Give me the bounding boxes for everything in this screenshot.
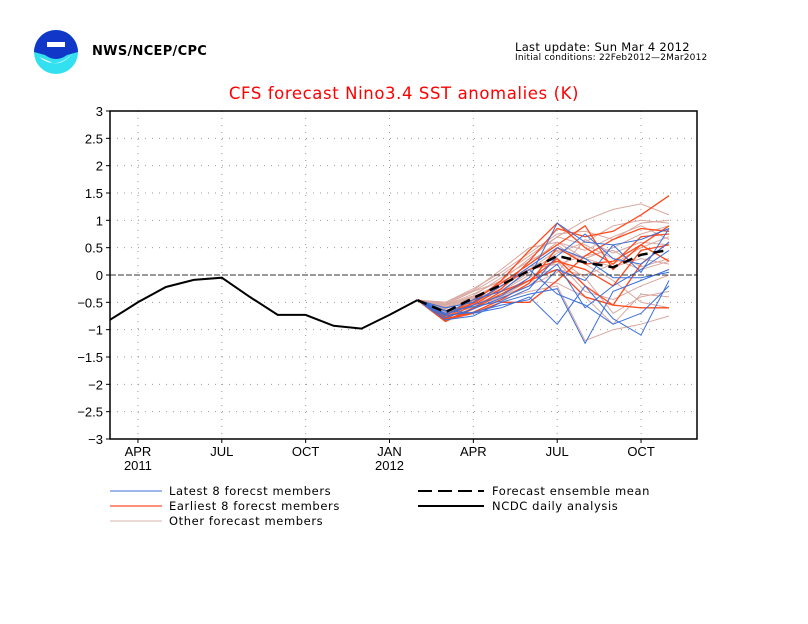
- y-tick-label: −2: [88, 377, 103, 392]
- y-tick-label: 1.5: [85, 186, 103, 201]
- y-tick-label: 1: [96, 213, 103, 228]
- x-tick-label: JUL: [546, 444, 569, 459]
- latest-member-line: [417, 280, 670, 336]
- y-tick-label: −1: [88, 323, 103, 338]
- ensemble-mean-line: [416, 248, 670, 314]
- y-tick-label: −3: [88, 432, 103, 447]
- legend-analysis-label: NCDC daily analysis: [492, 499, 619, 513]
- other-member-line: [417, 203, 670, 306]
- x-tick-label: JAN: [377, 444, 402, 459]
- legend-mean-label: Forecast ensemble mean: [492, 484, 650, 498]
- x-tick-year-label: 2012: [375, 458, 404, 473]
- grid-lines: [110, 111, 697, 439]
- x-tick-year-label: 2011: [124, 458, 152, 473]
- chart-title-text: CFS forecast Nino3.4 SST anomalies (K): [228, 84, 580, 103]
- chart-title: CFS forecast Nino3.4 SST anomalies (K): [0, 84, 808, 103]
- latest-member-line: [417, 247, 670, 309]
- noaa-logo-icon: [34, 30, 78, 74]
- initial-conditions-text: Initial conditions: 22Feb2012—2Mar2012: [515, 53, 708, 63]
- last-update-text: Last update: Sun Mar 4 2012: [515, 40, 690, 54]
- x-tick-label: OCT: [292, 444, 320, 459]
- y-tick-label: 0.5: [85, 241, 103, 256]
- x-tick-label: APR: [460, 444, 487, 459]
- y-tick-label: −1.5: [77, 350, 103, 365]
- other-member-line: [417, 258, 670, 314]
- y-axis-ticks: 3 2.5 2 1.5 1 0.5 0 −0.5 −1 −1.5 −2 −2.5 −3: [77, 104, 110, 447]
- latest-member-line: [417, 222, 670, 315]
- legend-other-label: Other forecast members: [169, 514, 324, 528]
- y-tick-label: −0.5: [77, 295, 103, 310]
- latest-member-line: [417, 268, 670, 325]
- earliest-member-line: [417, 224, 670, 317]
- earliest-member-line: [417, 244, 670, 320]
- y-tick-label: 2.5: [85, 131, 103, 146]
- legend: [110, 490, 484, 522]
- legend-earliest-label: Earliest 8 forecst members: [169, 499, 340, 513]
- legend-latest-label: Latest 8 forecst members: [169, 484, 332, 498]
- latest-member-line: [417, 228, 670, 317]
- latest-member-line: [417, 269, 670, 345]
- y-tick-label: 2: [96, 159, 103, 174]
- y-tick-label: 0: [96, 268, 103, 283]
- y-tick-label: 3: [96, 104, 103, 119]
- org-label: NWS/NCEP/CPC: [92, 44, 208, 59]
- x-tick-label: OCT: [627, 444, 655, 459]
- y-tick-label: −2.5: [77, 405, 103, 420]
- other-member-line: [417, 244, 670, 309]
- latest-members-series: [417, 222, 670, 345]
- x-tick-label: JUL: [210, 444, 233, 459]
- ncdc-analysis-line: [109, 276, 418, 330]
- other-member-line: [417, 225, 670, 309]
- x-tick-label: APR: [125, 444, 152, 459]
